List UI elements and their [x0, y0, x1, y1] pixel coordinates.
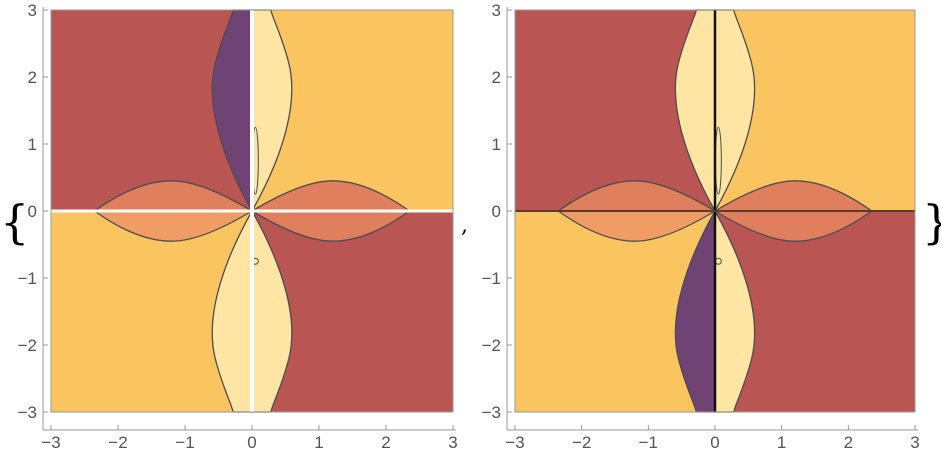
y-tick-label: −2: [18, 336, 37, 355]
y-tick-label: 2: [28, 68, 37, 87]
contour-lobe-lower: [251, 208, 293, 413]
contour-lens-right-lower: [249, 210, 412, 242]
x-tick-label: 2: [381, 433, 390, 452]
y-tick-label: −3: [482, 403, 501, 422]
y-tick-label: 1: [28, 135, 37, 154]
contour-lens-left-upper: [556, 180, 718, 212]
x-tick-label: 3: [448, 433, 457, 452]
contour-lobe-lower-inner: [211, 208, 253, 413]
x-tick-label: 3: [910, 433, 919, 452]
contour-plot-left: −3 −2 −1 0 1 2 3 −3 −2 −1 0 1 2 3: [18, 1, 458, 452]
contour-lens-right-lower: [712, 210, 874, 242]
contour-lobe-upper-inner: [674, 9, 716, 214]
y-tick-label: 1: [492, 135, 501, 154]
x-tick-label: 2: [844, 433, 853, 452]
y-tick-label: −2: [482, 336, 501, 355]
plot-frame: [514, 9, 916, 413]
y-tick-label: 0: [492, 202, 501, 221]
y-tick-label: 2: [492, 68, 501, 87]
x-tick-label: −3: [41, 433, 60, 452]
contour-lens-right-upper: [712, 180, 874, 212]
contour-lens-left-lower: [556, 210, 718, 242]
open-brace: {: [0, 195, 29, 249]
contour-lens-right-upper: [249, 180, 412, 212]
contour-lobe-lower-inner: [714, 208, 756, 413]
x-tick-label: 1: [777, 433, 786, 452]
y-tick-label: 0: [28, 202, 37, 221]
x-tick-label: 0: [247, 433, 256, 452]
contour-lobe-upper: [211, 9, 253, 214]
x-tick-label: −1: [175, 433, 194, 452]
y-tick-label: −1: [482, 269, 501, 288]
x-tick-label: 0: [710, 433, 719, 452]
x-tick-label: 1: [314, 433, 323, 452]
y-tick-label: −1: [18, 269, 37, 288]
y-tick-label: 3: [492, 1, 501, 20]
y-tick-label: 3: [28, 1, 37, 20]
contour-lobe-upper-inner: [251, 9, 293, 214]
close-brace: }: [922, 195, 941, 249]
contour-lens-left-lower: [92, 210, 255, 242]
contour-lens-left-upper: [92, 180, 255, 212]
x-tick-label: −2: [572, 433, 591, 452]
x-tick-label: −3: [505, 433, 524, 452]
y-tick-label: −3: [18, 403, 37, 422]
contour-lobe-lower: [674, 208, 716, 413]
contour-lobe-upper: [714, 9, 756, 214]
x-tick-label: −1: [639, 433, 658, 452]
x-tick-label: −2: [108, 433, 127, 452]
contour-plot-right: −3 −2 −1 0 1 2 3 −3 −2 −1 0 1 2 3: [482, 1, 920, 452]
list-separator-comma: ,: [461, 213, 468, 238]
plot-frame: [50, 9, 454, 413]
